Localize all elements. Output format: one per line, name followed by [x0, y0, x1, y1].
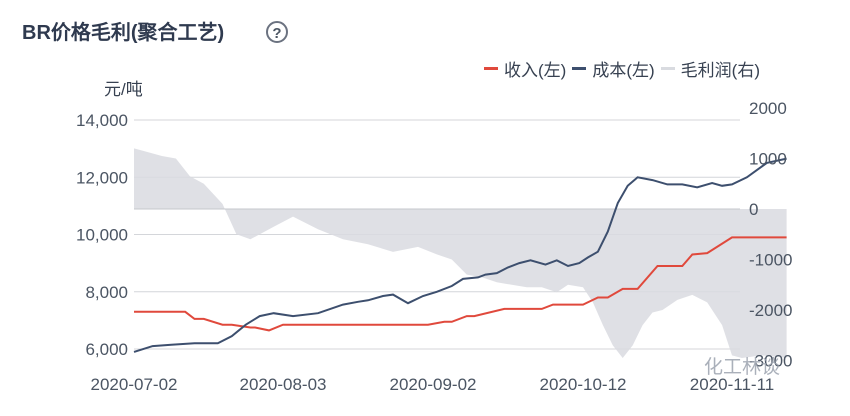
right-tick-label-0: -3000: [749, 352, 792, 371]
right-tick-label-3: 0: [749, 200, 758, 219]
series-revenue-line: [134, 236, 787, 332]
right-tick-label-2: -1000: [749, 251, 792, 270]
left-tick-label-0: 6,000: [85, 340, 128, 359]
legend-item-profit[interactable]: 毛利润(右): [660, 56, 760, 81]
right-tick-label-1: -2000: [749, 301, 792, 320]
x-tick-label-1: 2020-08-03: [240, 375, 327, 394]
left-tick-label-2: 10,000: [76, 226, 128, 245]
legend-label-revenue: 收入(左): [504, 61, 567, 80]
help-icon[interactable]: ?: [266, 21, 288, 43]
series-cost-line: [133, 157, 787, 353]
chart-title: BR价格毛利(聚合工艺): [22, 22, 225, 44]
legend-swatch-revenue: [484, 67, 498, 70]
legend: 收入(左) 成本(左) 毛利润(右): [484, 56, 760, 81]
legend-swatch-profit: [660, 67, 675, 70]
legend-item-cost[interactable]: 成本(左): [572, 56, 655, 81]
left-axis-unit: 元/吨: [104, 80, 143, 99]
x-tick-label-4: 2020-11-11: [690, 375, 774, 394]
left-tick-label-3: 12,000: [76, 168, 128, 187]
legend-label-cost: 成本(左): [592, 61, 655, 80]
x-tick-label-3: 2020-10-12: [540, 375, 627, 394]
x-tick-label-2: 2020-09-02: [390, 375, 477, 394]
legend-label-profit: 毛利润(右): [680, 61, 760, 80]
legend-swatch-cost: [572, 67, 587, 70]
right-tick-label-5: 2000: [749, 99, 787, 118]
legend-item-revenue[interactable]: 收入(左): [484, 56, 566, 81]
left-tick-label-1: 8,000: [85, 283, 128, 302]
series-profit-area: [134, 148, 787, 358]
right-tick-label-4: 1000: [749, 150, 787, 169]
left-tick-label-4: 14,000: [76, 111, 128, 130]
x-tick-label-0: 2020-07-02: [91, 375, 178, 394]
watermark-text: 化工林谈: [704, 357, 781, 378]
